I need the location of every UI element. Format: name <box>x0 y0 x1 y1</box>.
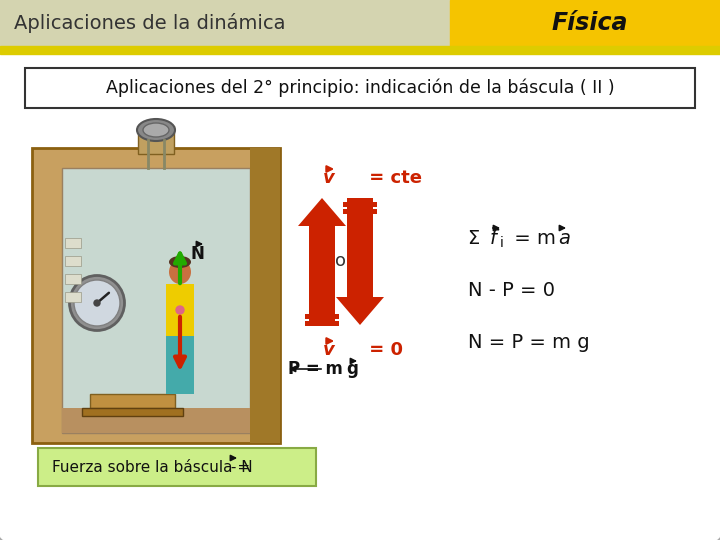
Text: g: g <box>346 360 358 378</box>
Text: N: N <box>190 245 204 263</box>
Text: Σ: Σ <box>468 228 487 247</box>
Bar <box>0 46 720 54</box>
Ellipse shape <box>169 260 191 284</box>
Text: f: f <box>490 228 497 247</box>
Circle shape <box>94 300 100 306</box>
Bar <box>82 408 183 416</box>
Bar <box>65 256 81 266</box>
Bar <box>38 448 316 486</box>
Ellipse shape <box>169 256 191 268</box>
Bar <box>305 321 339 326</box>
Ellipse shape <box>70 275 125 330</box>
Text: Fuerza sobre la báscula =: Fuerza sobre la báscula = <box>52 460 255 475</box>
Bar <box>0 0 450 46</box>
Bar <box>25 68 695 108</box>
Bar <box>309 226 335 325</box>
Bar <box>347 198 373 297</box>
Bar <box>450 0 720 46</box>
Polygon shape <box>336 297 384 325</box>
Bar <box>305 314 339 319</box>
Bar <box>250 148 280 443</box>
Text: Física: Física <box>552 11 629 35</box>
Ellipse shape <box>143 123 169 137</box>
Ellipse shape <box>74 280 120 326</box>
Bar <box>343 209 377 214</box>
Bar <box>65 238 81 248</box>
Text: - N: - N <box>226 460 253 475</box>
Text: N = P = m g: N = P = m g <box>468 333 590 352</box>
Text: = cte: = cte <box>363 169 422 187</box>
Text: Aplicaciones del 2° principio: indicación de la báscula ( II ): Aplicaciones del 2° principio: indicació… <box>106 79 614 97</box>
Bar <box>166 336 194 394</box>
Ellipse shape <box>137 119 175 141</box>
Text: Aplicaciones de la dinámica: Aplicaciones de la dinámica <box>14 13 286 33</box>
Bar <box>62 168 250 433</box>
Text: i: i <box>500 236 504 250</box>
Text: a: a <box>558 228 570 247</box>
FancyBboxPatch shape <box>0 46 720 540</box>
Bar <box>62 408 250 433</box>
Bar <box>138 126 174 154</box>
Bar <box>32 148 280 443</box>
Text: P = m: P = m <box>288 360 348 378</box>
Bar <box>343 202 377 207</box>
Polygon shape <box>298 198 346 226</box>
Bar <box>65 274 81 284</box>
Bar <box>65 292 81 302</box>
Circle shape <box>176 306 184 314</box>
Bar <box>90 394 175 408</box>
Text: o: o <box>336 252 346 270</box>
Text: = 0: = 0 <box>363 341 403 359</box>
Text: N - P = 0: N - P = 0 <box>468 280 555 300</box>
Text: v: v <box>323 169 335 187</box>
Text: v: v <box>323 341 335 359</box>
Bar <box>166 284 194 336</box>
Text: = m: = m <box>508 228 562 247</box>
